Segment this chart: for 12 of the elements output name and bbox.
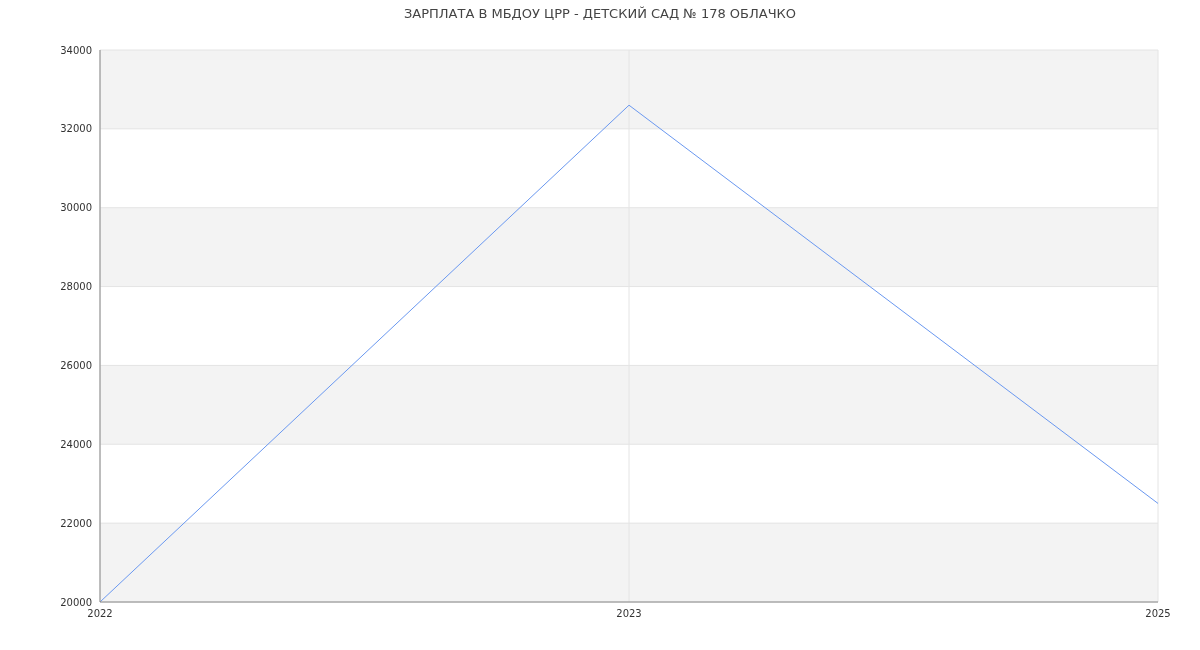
y-tick-label: 28000 <box>60 281 92 293</box>
y-tick-label: 24000 <box>60 438 92 450</box>
x-tick-label: 2025 <box>1145 608 1171 620</box>
x-tick-label: 2023 <box>616 608 642 620</box>
y-tick-label: 30000 <box>60 202 92 214</box>
y-tick-label: 20000 <box>60 596 92 608</box>
y-tick-label: 22000 <box>60 517 92 529</box>
y-tick-label: 26000 <box>60 359 92 371</box>
y-tick-label: 34000 <box>60 44 92 56</box>
y-tick-label: 32000 <box>60 123 92 135</box>
x-tick-label: 2022 <box>87 608 113 620</box>
chart-title: ЗАРПЛАТА В МБДОУ ЦРР - ДЕТСКИЙ САД № 178 ОБЛАЧКО <box>402 6 798 23</box>
